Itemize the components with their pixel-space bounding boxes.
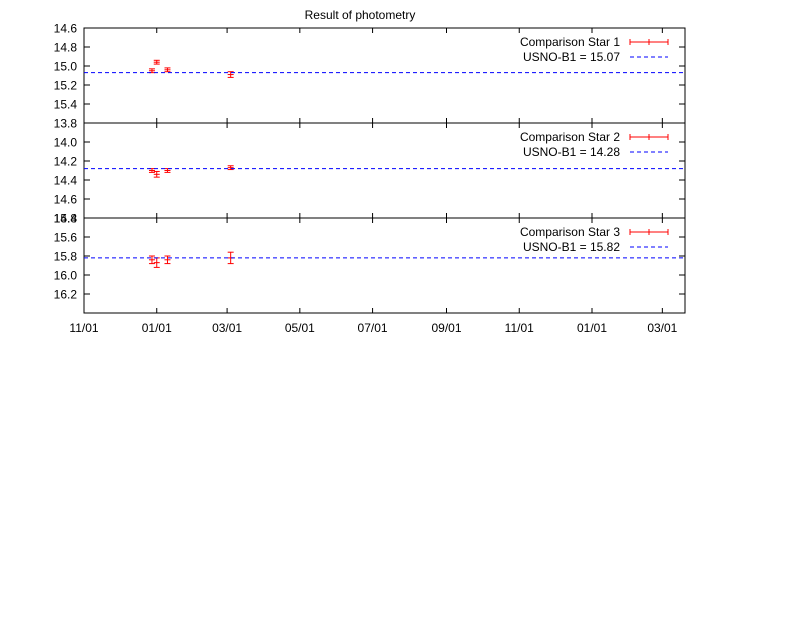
y-tick-label: 14.6: [54, 193, 78, 207]
x-tick-label: 01/01: [142, 321, 172, 335]
data-point: [227, 251, 234, 265]
y-tick-label: 15.6: [54, 231, 78, 245]
panel-frame: [83, 217, 686, 314]
y-tick-label: 14.8: [54, 212, 78, 226]
legend-label: Comparison Star 2: [520, 130, 620, 144]
data-point: [148, 168, 155, 173]
data-point: [227, 165, 234, 171]
data-point: [148, 68, 155, 74]
x-tick-label: 01/01: [577, 321, 607, 335]
panel-3: 15.4 15.6 15.8 16.0 16.2 Comparison Star 3USN…: [54, 212, 686, 314]
x-tick-label: 03/01: [212, 321, 242, 335]
x-tick-label: 07/01: [358, 321, 388, 335]
x-tick-label: 09/01: [431, 321, 461, 335]
legend-label: USNO-B1 = 14.28: [523, 145, 620, 159]
data-point: [148, 255, 155, 265]
x-tick-label: 11/01: [505, 321, 534, 335]
y-tick-label: 13.8: [54, 117, 78, 131]
legend-label: USNO-B1 = 15.82: [523, 240, 620, 254]
y-tick-label: 15.0: [54, 60, 78, 74]
y-tick-label: 14.2: [54, 155, 78, 169]
panel-2: 13.8 14.0 14.2 14.4 14.6 14.8 Comparison Star …: [54, 117, 686, 226]
data-point: [153, 59, 160, 65]
y-tick-label: 14.0: [54, 136, 78, 150]
x-tick-label: 03/01: [647, 321, 677, 335]
panel-1: 14.6 14.8 15.0 15.2 15.4 Comparison Star 1USN…: [54, 22, 686, 124]
y-tick-label: 14.4: [54, 174, 78, 188]
data-point: [164, 255, 171, 265]
legend-label: Comparison Star 1: [520, 35, 620, 49]
y-tick-label: 15.2: [54, 79, 78, 93]
x-tick-label: 11/01: [69, 321, 98, 335]
data-point: [164, 168, 171, 173]
y-tick-label: 16.0: [54, 269, 78, 283]
legend-label: Comparison Star 3: [520, 225, 620, 239]
x-tick-label: 05/01: [285, 321, 315, 335]
y-tick-label: 14.6: [54, 22, 78, 36]
data-point: [164, 67, 171, 73]
data-point: [153, 170, 160, 178]
chart-title: Result of photometry: [305, 8, 416, 22]
y-tick-label: 15.4: [54, 212, 78, 226]
y-tick-label: 16.2: [54, 288, 78, 302]
y-tick-label: 15.4: [54, 98, 78, 112]
legend-label: USNO-B1 = 15.07: [523, 50, 620, 64]
y-tick-label: 15.8: [54, 250, 78, 264]
data-point: [227, 71, 234, 78]
y-tick-label: 14.8: [54, 41, 78, 55]
